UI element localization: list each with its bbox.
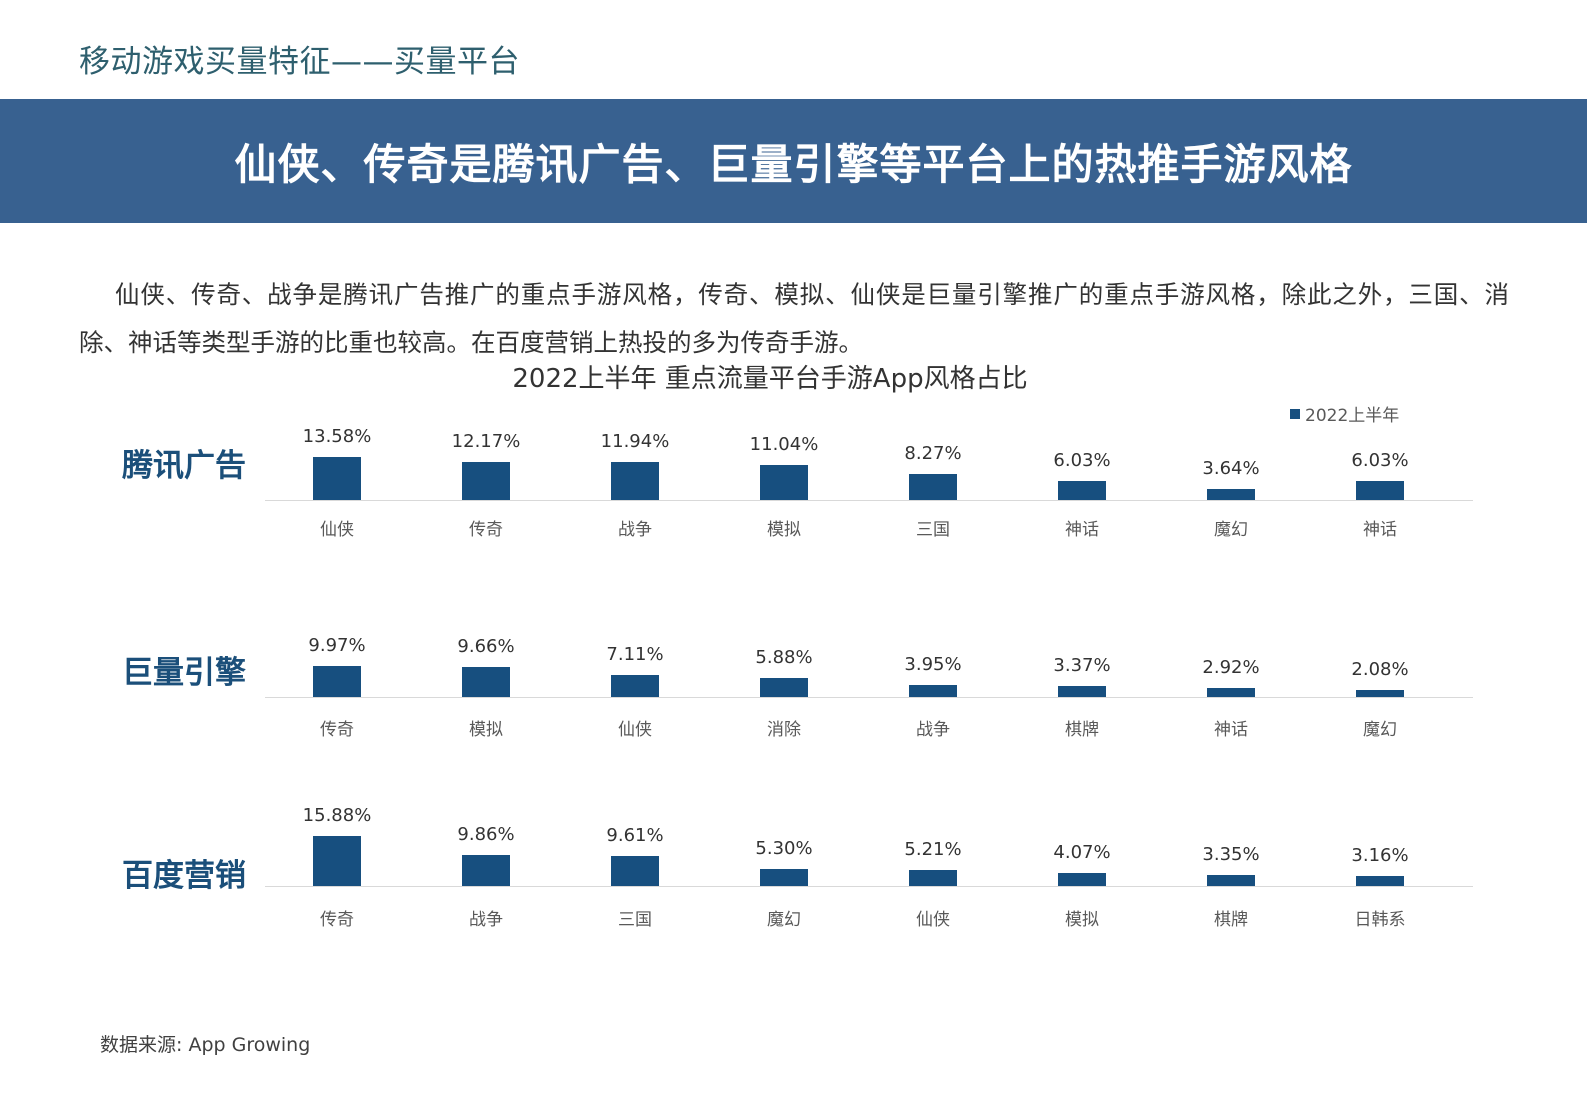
data-label: 5.21%	[904, 839, 962, 860]
data-label: 5.88%	[755, 647, 813, 668]
legend-swatch	[1290, 408, 1300, 419]
category-label: 魔幻	[767, 910, 801, 930]
section-title: 移动游戏买量特征——买量平台	[79, 44, 520, 80]
data-label: 3.95%	[904, 654, 962, 675]
data-label: 5.30%	[755, 838, 813, 859]
data-label: 15.88%	[302, 805, 372, 826]
chart-baseline	[265, 886, 1473, 887]
bar	[909, 870, 957, 886]
chart-title: 2022上半年 重点流量平台手游App风格占比	[512, 364, 1028, 394]
data-label: 3.37%	[1053, 655, 1111, 676]
data-label: 3.35%	[1202, 844, 1260, 865]
chart-baseline	[265, 697, 1473, 698]
bar	[760, 869, 808, 886]
category-label: 传奇	[320, 720, 354, 740]
chart-baseline	[265, 500, 1473, 501]
category-label: 战争	[618, 520, 652, 540]
bar	[611, 856, 659, 886]
bar	[1207, 688, 1255, 697]
data-label: 8.27%	[904, 443, 962, 464]
category-label: 魔幻	[1363, 720, 1397, 740]
data-label: 12.17%	[451, 431, 521, 452]
bar	[462, 462, 510, 500]
category-label: 仙侠	[916, 910, 950, 930]
data-label: 6.03%	[1053, 450, 1111, 471]
bar	[462, 855, 510, 886]
bar	[1207, 489, 1255, 500]
bar	[1356, 876, 1404, 886]
data-label: 7.11%	[606, 644, 664, 665]
category-label: 战争	[916, 720, 950, 740]
category-label: 传奇	[469, 520, 503, 540]
data-label: 9.97%	[308, 635, 366, 656]
bar	[1356, 690, 1404, 697]
category-label: 三国	[916, 520, 950, 540]
data-label: 3.64%	[1202, 458, 1260, 479]
bar	[611, 462, 659, 500]
bar	[1058, 481, 1106, 500]
data-label: 11.04%	[749, 434, 819, 455]
data-label: 3.16%	[1351, 845, 1409, 866]
data-source: 数据来源: App Growing	[100, 1034, 311, 1056]
data-label: 11.94%	[600, 431, 670, 452]
bar	[611, 675, 659, 697]
category-label: 仙侠	[320, 520, 354, 540]
category-label: 棋牌	[1065, 720, 1099, 740]
data-label: 4.07%	[1053, 842, 1111, 863]
platform-label: 百度营销	[122, 858, 246, 894]
bar	[1356, 481, 1404, 500]
category-label: 仙侠	[618, 720, 652, 740]
bar	[313, 836, 361, 886]
category-label: 传奇	[320, 910, 354, 930]
data-label: 2.92%	[1202, 657, 1260, 678]
data-label: 6.03%	[1351, 450, 1409, 471]
data-label: 2.08%	[1351, 659, 1409, 680]
data-label: 9.66%	[457, 636, 515, 657]
category-label: 模拟	[469, 720, 503, 740]
banner-title: 仙侠、传奇是腾讯广告、巨量引擎等平台上的热推手游风格	[234, 139, 1353, 189]
bar	[313, 457, 361, 500]
bar	[1207, 875, 1255, 886]
headline-banner: 仙侠、传奇是腾讯广告、巨量引擎等平台上的热推手游风格	[0, 99, 1587, 223]
description-paragraph: 仙侠、传奇、战争是腾讯广告推广的重点手游风格，传奇、模拟、仙侠是巨量引擎推广的重…	[79, 279, 1509, 357]
data-label: 9.86%	[457, 824, 515, 845]
category-label: 棋牌	[1214, 910, 1248, 930]
platform-label: 腾讯广告	[122, 448, 246, 484]
category-label: 神话	[1214, 720, 1248, 740]
category-label: 模拟	[1065, 910, 1099, 930]
bar	[1058, 873, 1106, 886]
category-label: 神话	[1065, 520, 1099, 540]
category-label: 神话	[1363, 520, 1397, 540]
category-label: 魔幻	[1214, 520, 1248, 540]
category-label: 消除	[767, 720, 801, 740]
category-label: 日韩系	[1354, 910, 1406, 930]
category-label: 模拟	[767, 520, 801, 540]
data-label: 13.58%	[302, 426, 372, 447]
platform-label: 巨量引擎	[122, 655, 246, 691]
chart-legend: 2022上半年	[1290, 401, 1399, 426]
bar	[313, 666, 361, 697]
bar	[760, 678, 808, 697]
category-label: 战争	[469, 910, 503, 930]
bar	[1058, 686, 1106, 697]
data-label: 9.61%	[606, 825, 664, 846]
bar	[760, 465, 808, 500]
bar	[909, 685, 957, 697]
legend-label: 2022上半年	[1305, 406, 1400, 426]
category-label: 三国	[618, 910, 652, 930]
bar	[909, 474, 957, 500]
bar	[462, 667, 510, 697]
